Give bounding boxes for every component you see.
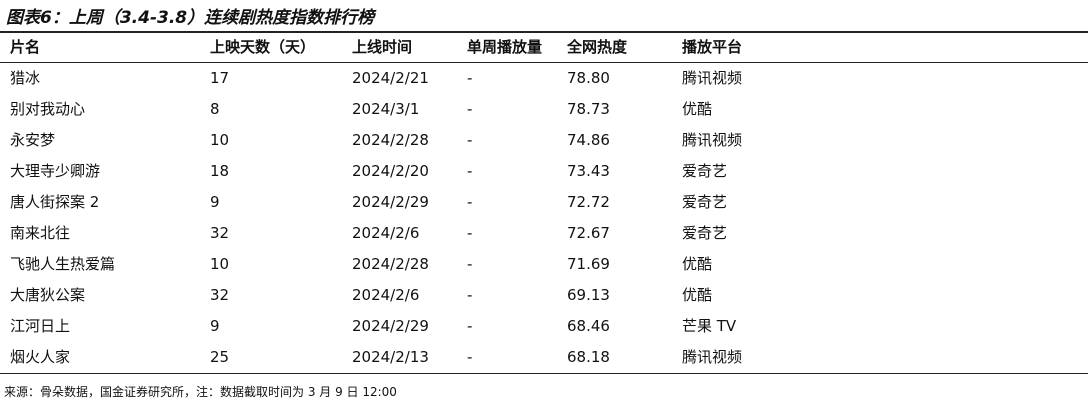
column-header: 上映天数（天）: [210, 38, 316, 56]
source-note: 来源：骨朵数据，国金证券研究所，注：数据截取时间为 3 月 9 日 12:00: [4, 385, 397, 399]
table-cell: 爱奇艺: [682, 162, 728, 180]
table-cell: 别对我动心: [10, 100, 86, 118]
column-header: 播放平台: [682, 38, 743, 56]
table-cell: 优酷: [682, 100, 713, 118]
table-cell: 永安梦: [10, 131, 56, 149]
table-cell: 大唐狄公案: [10, 286, 86, 304]
table-cell: 腾讯视频: [682, 348, 743, 366]
column-header: 上线时间: [352, 38, 413, 56]
table-cell: 72.67: [567, 224, 610, 242]
table-cell: -: [467, 69, 473, 87]
table-cell: 芒果 TV: [682, 317, 737, 335]
table-cell: 猎冰: [10, 69, 41, 87]
table-cell: 68.18: [567, 348, 610, 366]
table-cell: 2024/2/29: [352, 317, 429, 335]
table-cell: 10: [210, 131, 230, 149]
table-cell: 江河日上: [10, 317, 71, 335]
table-cell: 8: [210, 100, 220, 118]
table-cell: 74.86: [567, 131, 610, 149]
table-cell: 南来北往: [10, 224, 71, 242]
bottom-rule: [0, 373, 1088, 374]
table-cell: 71.69: [567, 255, 610, 273]
table-cell: 18: [210, 162, 230, 180]
column-header: 全网热度: [567, 38, 628, 56]
table-cell: 腾讯视频: [682, 131, 743, 149]
table-cell: 10: [210, 255, 230, 273]
table-cell: 优酷: [682, 255, 713, 273]
header-rule: [0, 62, 1088, 63]
table-cell: 2024/2/28: [352, 255, 429, 273]
table-cell: -: [467, 348, 473, 366]
table-cell: -: [467, 224, 473, 242]
table-cell: 飞驰人生热爱篇: [10, 255, 116, 273]
table-cell: 2024/2/6: [352, 286, 420, 304]
table-cell: -: [467, 317, 473, 335]
table-cell: 78.73: [567, 100, 610, 118]
table-cell: -: [467, 162, 473, 180]
table-cell: -: [467, 286, 473, 304]
table-cell: 烟火人家: [10, 348, 71, 366]
table-cell: -: [467, 131, 473, 149]
table-cell: 优酷: [682, 286, 713, 304]
table-cell: 2024/3/1: [352, 100, 420, 118]
table-cell: 72.72: [567, 193, 610, 211]
table-cell: 2024/2/20: [352, 162, 429, 180]
table-cell: 2024/2/21: [352, 69, 429, 87]
table-cell: 2024/2/6: [352, 224, 420, 242]
table-cell: -: [467, 193, 473, 211]
table-cell: -: [467, 255, 473, 273]
table-cell: 唐人街探案 2: [10, 193, 100, 211]
table-cell: 78.80: [567, 69, 610, 87]
table-cell: 17: [210, 69, 230, 87]
column-header: 单周播放量: [467, 38, 543, 56]
figure-title: 图表6：上周（3.4-3.8）连续剧热度指数排行榜: [6, 8, 375, 28]
table-cell: 32: [210, 224, 230, 242]
table-cell: -: [467, 100, 473, 118]
table-cell: 2024/2/13: [352, 348, 429, 366]
table-cell: 69.13: [567, 286, 610, 304]
table-cell: 9: [210, 193, 220, 211]
table-cell: 爱奇艺: [682, 224, 728, 242]
table-cell: 73.43: [567, 162, 610, 180]
table-cell: 2024/2/29: [352, 193, 429, 211]
table-cell: 大理寺少卿游: [10, 162, 101, 180]
table-cell: 68.46: [567, 317, 610, 335]
table-cell: 腾讯视频: [682, 69, 743, 87]
title-rule: [0, 31, 1088, 33]
column-header: 片名: [10, 38, 41, 56]
table-cell: 爱奇艺: [682, 193, 728, 211]
table-cell: 2024/2/28: [352, 131, 429, 149]
table-cell: 25: [210, 348, 230, 366]
table-cell: 9: [210, 317, 220, 335]
table-cell: 32: [210, 286, 230, 304]
